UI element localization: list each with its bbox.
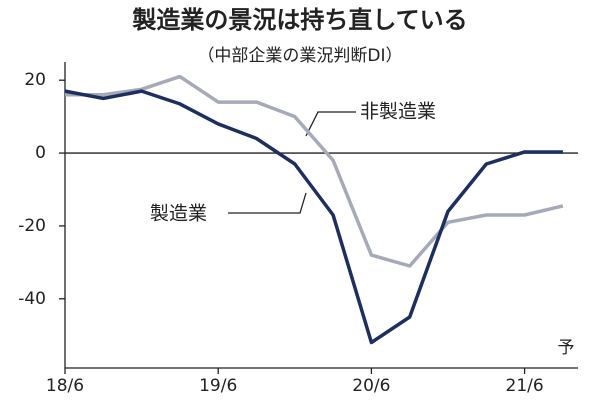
series-line [65,74,564,268]
annotation: 予 [558,338,575,358]
x-tick-label: 20/6 [352,376,390,396]
y-tick-label: -20 [18,216,46,236]
y-tick-label: 0 [35,143,46,163]
series-label: 非製造業 [360,101,436,123]
leader-line [305,111,356,137]
y-tick-label: -40 [18,289,46,309]
series-line [64,89,563,345]
x-tick-label: 19/6 [199,376,237,396]
chart-subtitle: （中部企業の業況判断DI） [197,46,402,66]
x-tick-label: 21/6 [506,376,544,396]
series-label: 製造業 [150,203,207,225]
y-tick-label: 20 [24,70,46,90]
leader-line [228,192,307,214]
x-tick-label: 18/6 [46,376,84,396]
chart-title: 製造業の景況は持ち直している [132,6,467,34]
